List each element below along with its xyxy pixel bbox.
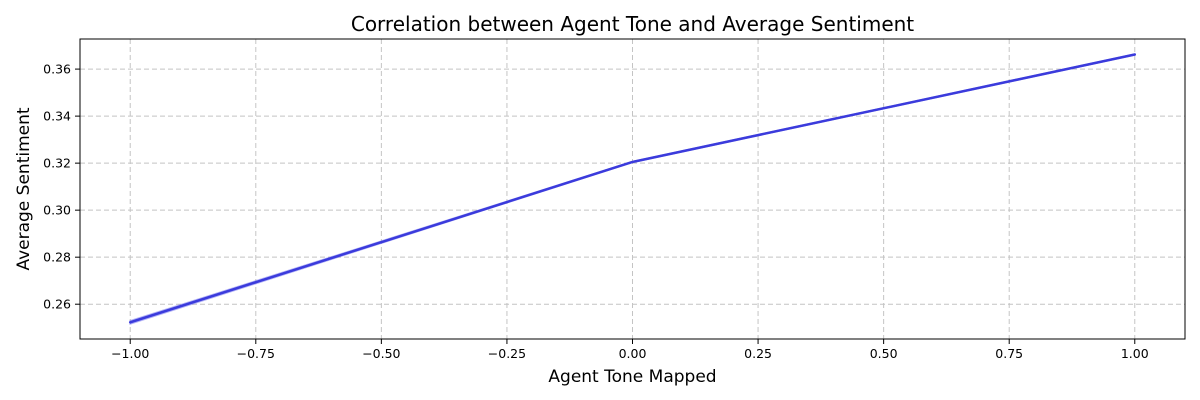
y-axis-title: Average Sentiment xyxy=(14,107,34,270)
y-axis-ticks: 0.26 0.28 0.30 0.32 0.34 0.36 xyxy=(43,62,80,312)
series-lines xyxy=(128,53,1137,324)
x-axis-ticks: −1.00 −0.75 −0.50 −0.25 0.00 0.25 0.50 0.75 1.00 xyxy=(111,339,1149,361)
chart-title: Correlation between Agent Tone and Avera… xyxy=(351,12,914,36)
x-tick-label: 0.50 xyxy=(870,346,898,361)
y-tick-label: 0.26 xyxy=(43,297,71,312)
x-tick-label: 0.00 xyxy=(619,346,647,361)
x-tick-label: −1.00 xyxy=(111,346,149,361)
x-tick-label: −0.25 xyxy=(488,346,526,361)
x-axis-title: Agent Tone Mapped xyxy=(548,367,716,387)
y-tick-label: 0.30 xyxy=(43,203,71,218)
y-tick-label: 0.36 xyxy=(43,62,71,77)
x-tick-label: −0.75 xyxy=(237,346,275,361)
y-tick-label: 0.32 xyxy=(43,156,71,171)
x-tick-label: −0.50 xyxy=(362,346,400,361)
x-tick-label: 0.75 xyxy=(995,346,1023,361)
x-tick-label: 1.00 xyxy=(1121,346,1149,361)
grid-lines xyxy=(80,39,1185,339)
series-line xyxy=(128,53,1137,324)
y-tick-label: 0.34 xyxy=(43,109,71,124)
x-tick-label: 0.25 xyxy=(744,346,772,361)
y-tick-label: 0.28 xyxy=(43,250,71,265)
